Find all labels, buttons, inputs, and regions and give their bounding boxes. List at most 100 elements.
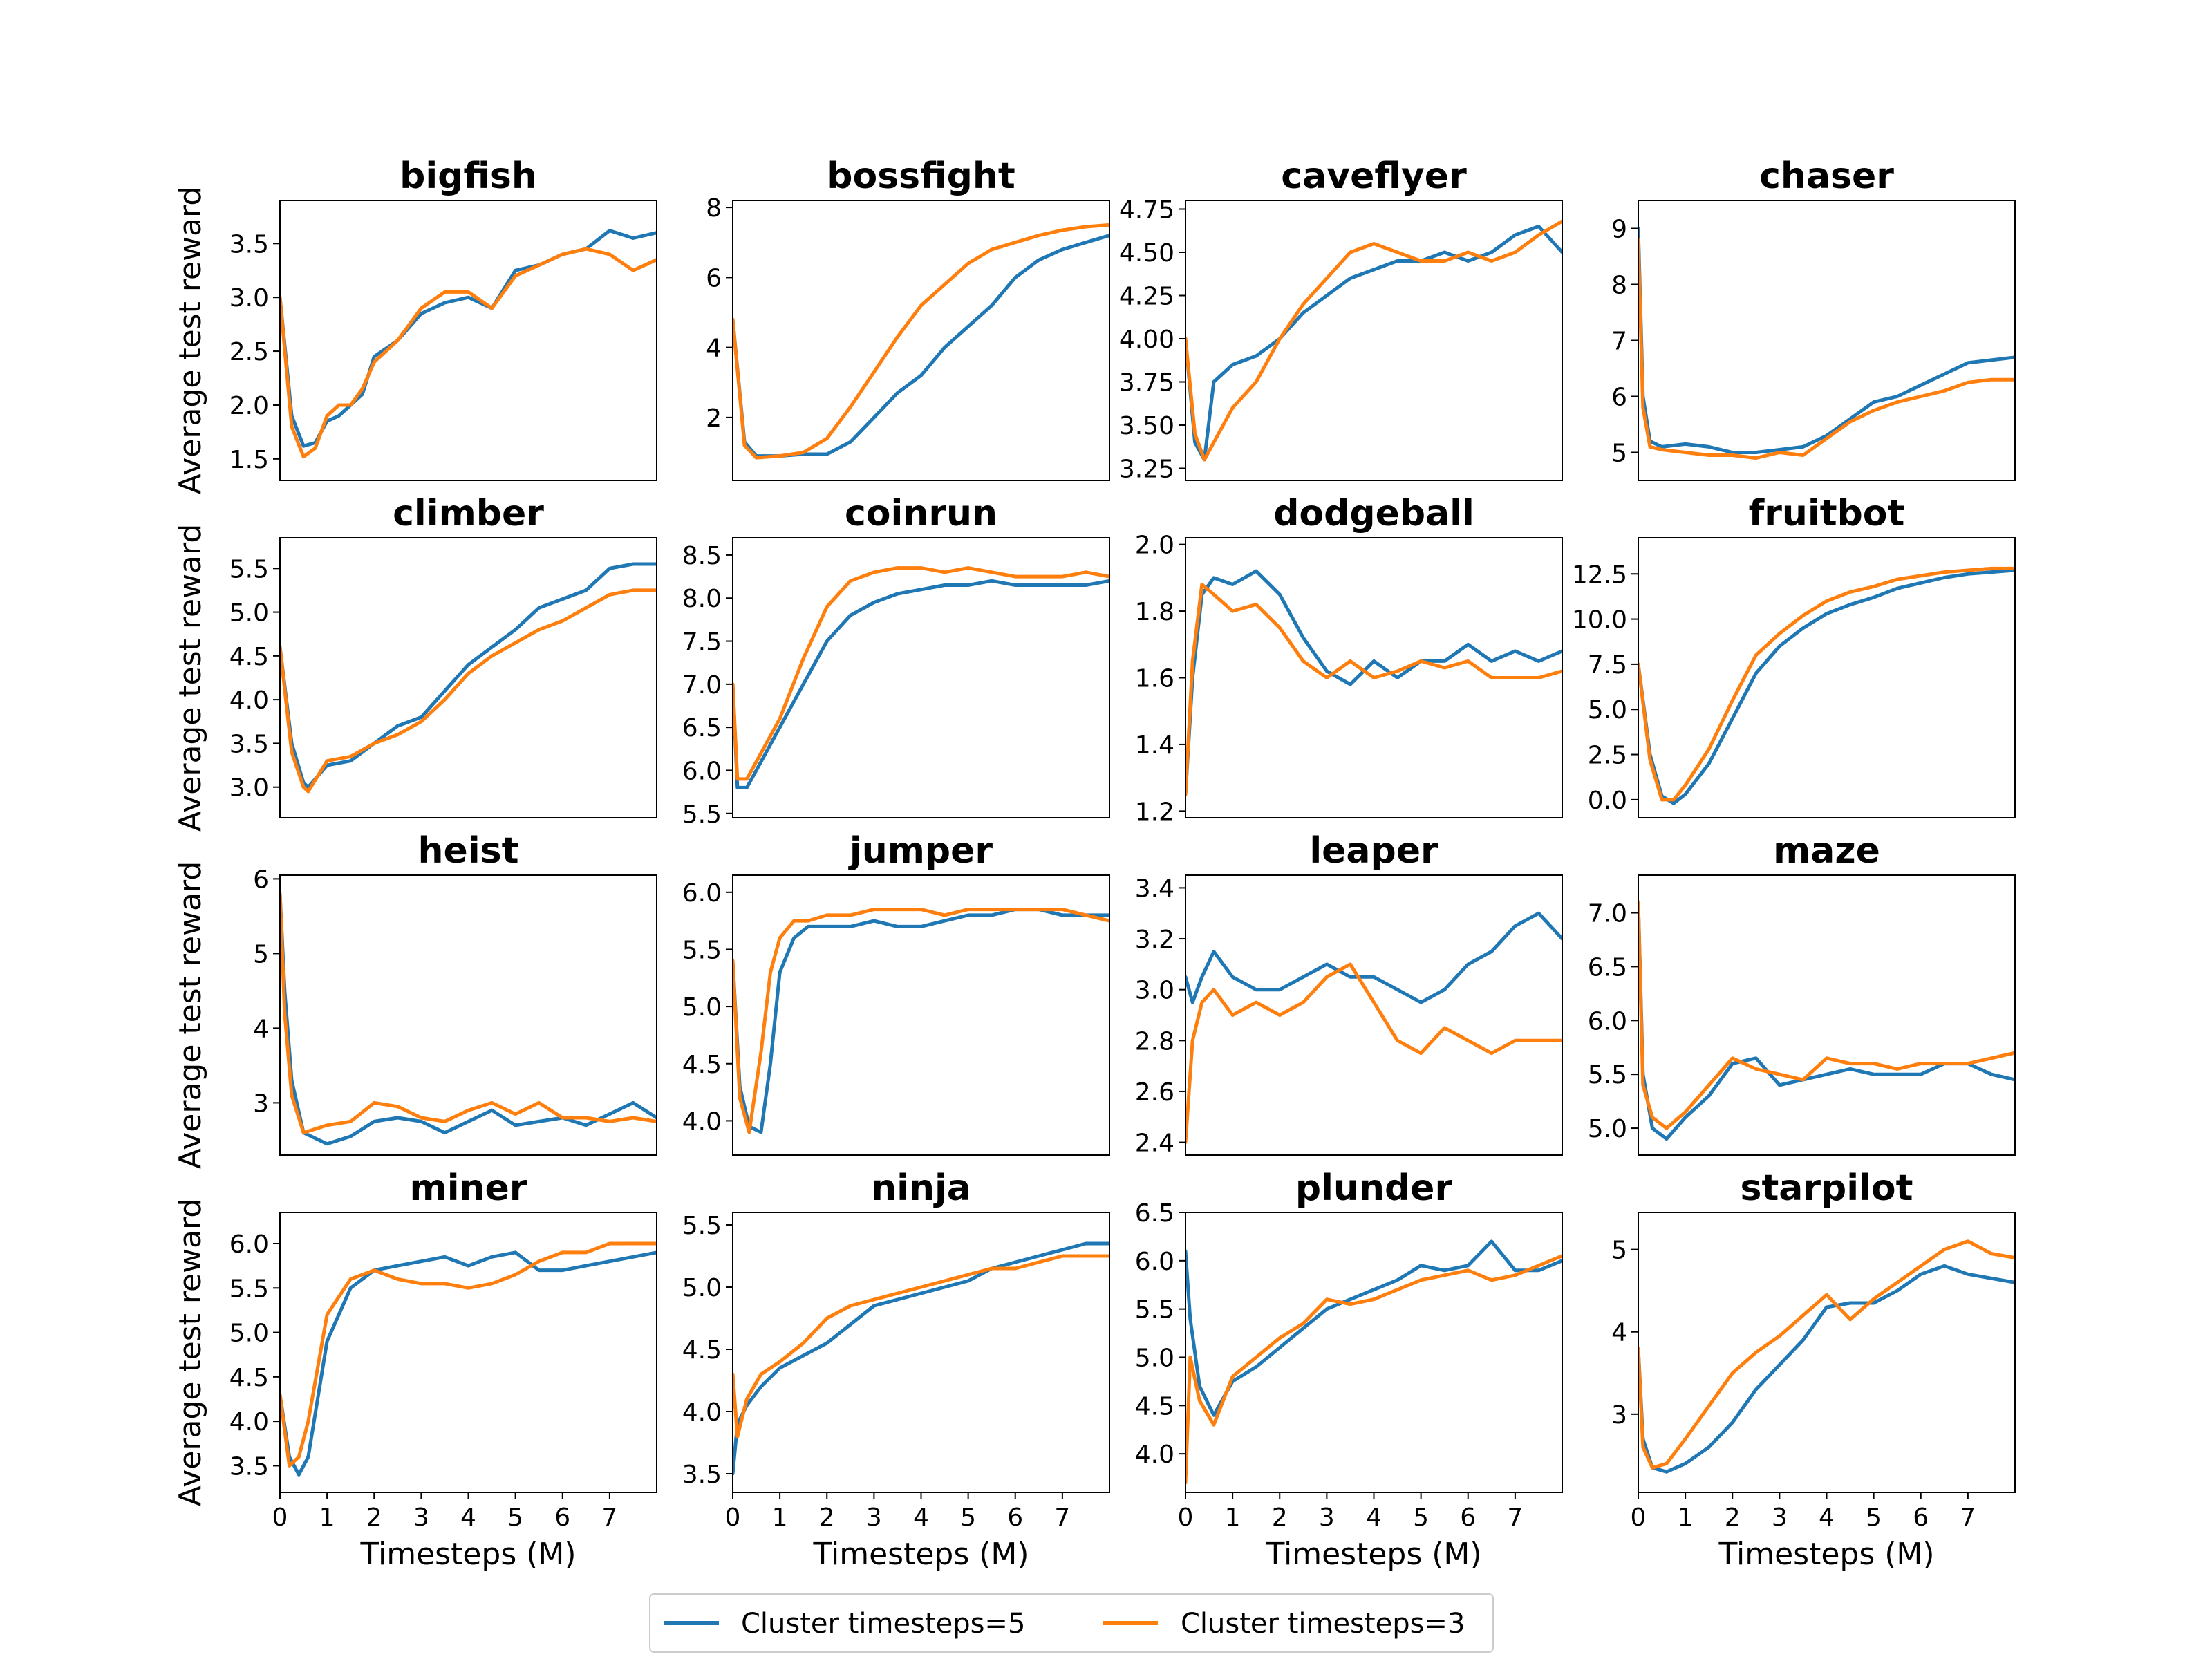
y-tick-label: 6.0 bbox=[682, 757, 722, 785]
subplot-grid: bigfish 1.5 2.0 2.5 3.0 3.5 Average test rewar… bbox=[173, 156, 2016, 1572]
y-tick-label: 4.5 bbox=[229, 1364, 269, 1392]
x-tick-label: 6 bbox=[1007, 1503, 1023, 1532]
plot-frame bbox=[279, 874, 657, 1156]
subplot-title: jumper bbox=[848, 830, 993, 872]
x-tick-label: 1 bbox=[319, 1503, 335, 1532]
y-tick-label: 4.0 bbox=[1135, 1441, 1174, 1469]
y-tick-label: 5.0 bbox=[1135, 1344, 1174, 1372]
x-tick-label: 6 bbox=[1913, 1503, 1929, 1532]
y-tick-label: 3.0 bbox=[229, 284, 269, 312]
y-tick-label: 4 bbox=[706, 335, 722, 363]
plot-frame bbox=[732, 537, 1110, 818]
y-tick-label: 2 bbox=[706, 404, 722, 433]
subplot-jumper: jumper 4.0 4.5 5.0 5.5 6.0 bbox=[682, 830, 1110, 1156]
x-tick-label: 7 bbox=[1054, 1503, 1070, 1532]
subplot-title: bossfight bbox=[827, 156, 1015, 197]
y-tick-label: 3.25 bbox=[1119, 456, 1174, 484]
x-tick-label: 1 bbox=[772, 1503, 788, 1532]
x-axis-label: Timesteps (M) bbox=[1265, 1537, 1481, 1572]
y-tick-label: 3.0 bbox=[1135, 977, 1174, 1005]
x-tick-label: 0 bbox=[272, 1503, 288, 1532]
subplot-title: fruitbot bbox=[1749, 493, 1905, 534]
plot-frame bbox=[1185, 1212, 1563, 1493]
series-line-cluster-3 bbox=[1638, 566, 2015, 802]
series-line-cluster-3 bbox=[280, 588, 657, 794]
plot-frame bbox=[279, 200, 657, 481]
series-line-cluster-5 bbox=[1185, 225, 1562, 462]
plot-frame bbox=[1638, 874, 2016, 1156]
series-line-cluster-3 bbox=[733, 223, 1109, 460]
series-line-cluster-3 bbox=[1638, 900, 2015, 1130]
y-tick-label: 2.5 bbox=[1588, 742, 1627, 770]
x-tick-label: 5 bbox=[507, 1503, 523, 1532]
series-line-cluster-3 bbox=[1638, 1239, 2015, 1470]
x-tick-label: 3 bbox=[413, 1503, 429, 1532]
y-tick-label: 6.0 bbox=[229, 1230, 269, 1259]
plot-frame bbox=[1638, 1212, 2016, 1493]
y-tick-label: 5.0 bbox=[229, 599, 269, 628]
y-tick-label: 4.5 bbox=[1135, 1392, 1174, 1421]
subplot-coinrun: coinrun 5.5 6.0 6.5 7.0 7.5 8.0 8.5 bbox=[682, 493, 1110, 829]
subplot-bossfight: bossfight 2 4 6 8 bbox=[706, 156, 1110, 481]
y-tick-label: 10.0 bbox=[1572, 606, 1627, 635]
x-tick-label: 2 bbox=[1272, 1503, 1288, 1532]
y-tick-label: 0.0 bbox=[1588, 787, 1627, 815]
y-tick-label: 4.5 bbox=[682, 1051, 722, 1079]
subplot-miner: miner 3.5 4.0 4.5 5.0 5.5 6.0 0 1 2 3 4 5 6 7 Timesteps… bbox=[173, 1168, 657, 1572]
y-tick-label: 3.5 bbox=[682, 1461, 722, 1489]
y-axis-label: Average test reward bbox=[173, 524, 208, 832]
subplot-title: leaper bbox=[1309, 830, 1438, 872]
y-tick-label: 7.5 bbox=[1588, 651, 1627, 679]
series-line-cluster-3 bbox=[280, 1241, 657, 1468]
y-tick-label: 5.5 bbox=[229, 555, 269, 583]
series-line-cluster-5 bbox=[280, 1250, 657, 1477]
y-axis-label: Average test reward bbox=[173, 187, 208, 495]
plot-frame bbox=[1185, 200, 1563, 481]
y-tick-label: 7 bbox=[1611, 328, 1627, 356]
y-tick-label: 1.2 bbox=[1135, 798, 1174, 826]
legend-frame bbox=[649, 1593, 1494, 1653]
subplot-title: maze bbox=[1773, 830, 1880, 872]
y-tick-label: 4.75 bbox=[1119, 196, 1174, 225]
y-tick-label: 5.5 bbox=[1135, 1296, 1174, 1324]
subplot-title: coinrun bbox=[845, 493, 997, 534]
y-tick-label: 5 bbox=[1611, 1237, 1627, 1265]
y-tick-label: 5.0 bbox=[682, 1274, 722, 1302]
series-line-cluster-3 bbox=[280, 892, 657, 1135]
y-tick-label: 6.0 bbox=[1588, 1007, 1627, 1035]
x-tick-label: 1 bbox=[1225, 1503, 1241, 1532]
subplot-title: climber bbox=[393, 493, 544, 534]
y-tick-label: 6.5 bbox=[1135, 1199, 1174, 1228]
subplot-climber: climber 3.0 3.5 4.0 4.5 5.0 5.5 Average test re… bbox=[173, 493, 657, 832]
plot-frame bbox=[1185, 874, 1563, 1156]
y-tick-label: 7.0 bbox=[682, 671, 722, 700]
legend: Cluster timesteps=5 Cluster timesteps=3 bbox=[649, 1593, 1494, 1653]
series-line-cluster-3 bbox=[280, 247, 657, 459]
y-tick-label: 8.5 bbox=[682, 542, 722, 570]
y-tick-label: 3 bbox=[253, 1089, 269, 1118]
series-line-cluster-3 bbox=[733, 908, 1109, 1134]
x-tick-label: 5 bbox=[1413, 1503, 1429, 1532]
series-line-cluster-5 bbox=[1638, 568, 2015, 805]
y-tick-label: 4.0 bbox=[229, 686, 269, 715]
y-tick-label: 4.5 bbox=[229, 643, 269, 671]
y-tick-label: 6.0 bbox=[682, 879, 722, 908]
y-tick-label: 5.5 bbox=[682, 800, 722, 829]
series-line-cluster-5 bbox=[1185, 911, 1562, 1004]
y-axis-label: Average test reward bbox=[173, 861, 208, 1170]
y-tick-label: 5.0 bbox=[682, 993, 722, 1022]
y-tick-label: 2.0 bbox=[229, 392, 269, 420]
y-tick-label: 4 bbox=[253, 1015, 269, 1043]
subplot-title: miner bbox=[410, 1168, 527, 1209]
plot-frame bbox=[732, 200, 1110, 481]
x-tick-label: 4 bbox=[1819, 1503, 1835, 1532]
y-tick-label: 2.5 bbox=[229, 338, 269, 366]
y-tick-label: 3 bbox=[1611, 1401, 1627, 1430]
x-tick-label: 3 bbox=[866, 1503, 882, 1532]
y-tick-label: 4.0 bbox=[229, 1408, 269, 1436]
x-tick-label: 7 bbox=[1507, 1503, 1523, 1532]
plot-frame bbox=[279, 537, 657, 818]
series-line-cluster-5 bbox=[733, 1241, 1109, 1476]
y-tick-label: 1.4 bbox=[1135, 731, 1174, 760]
